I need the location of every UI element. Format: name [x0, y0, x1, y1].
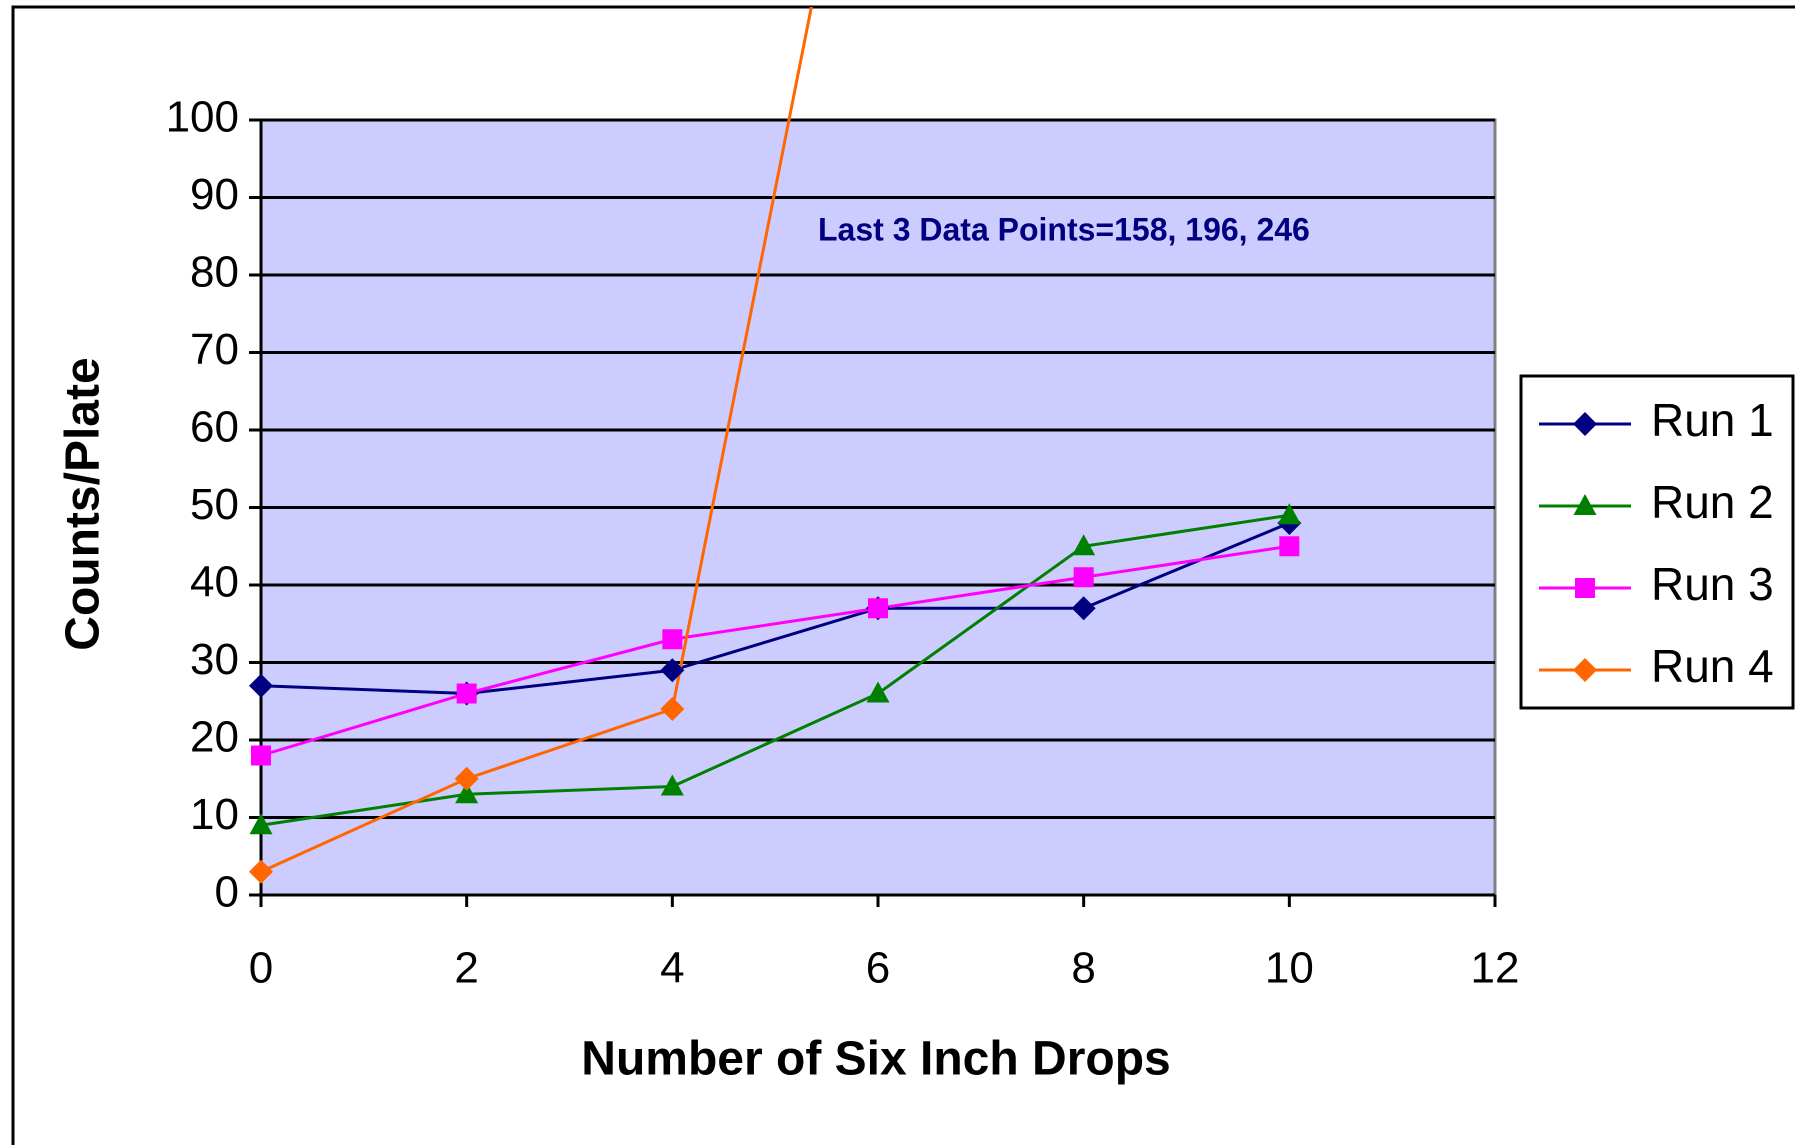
annotation: Last 3 Data Points=158, 196, 246	[818, 211, 1310, 247]
marker	[1073, 567, 1094, 588]
marker	[660, 774, 684, 796]
series-line	[260, 544, 1290, 757]
marker	[1573, 658, 1597, 682]
y-tick-label: 70	[190, 325, 239, 374]
marker	[1072, 534, 1096, 556]
x-tick-label: 10	[1265, 944, 1314, 993]
y-tick-label: 40	[190, 558, 239, 607]
y-axis-title: Counts/Plate	[57, 357, 110, 650]
y-tick-label: 100	[166, 93, 239, 142]
y-tick-label: 20	[190, 713, 239, 762]
marker	[251, 745, 271, 766]
marker	[660, 658, 685, 683]
legend-label: Run 3	[1651, 558, 1774, 610]
x-tick-label: 8	[1071, 944, 1095, 993]
legend-label: Run 1	[1651, 394, 1774, 446]
x-tick-label: 12	[1471, 944, 1520, 993]
y-tick-label: 80	[190, 248, 239, 297]
marker	[660, 697, 685, 721]
marker	[249, 673, 273, 698]
marker	[1573, 412, 1597, 436]
marker	[455, 782, 479, 804]
marker	[1575, 578, 1595, 598]
marker	[249, 859, 273, 884]
legend-label: Run 2	[1651, 476, 1774, 528]
y-tick-label: 90	[190, 170, 239, 219]
series-layer	[249, 7, 1302, 884]
y-tick-label: 0	[215, 868, 239, 917]
marker	[1071, 596, 1096, 621]
y-tick-label: 10	[190, 790, 239, 839]
y-tick-label: 50	[190, 480, 239, 529]
y-tick-label: 60	[190, 403, 239, 452]
marker	[1573, 494, 1597, 515]
marker	[662, 629, 683, 650]
y-tick-label: 30	[190, 635, 239, 684]
marker	[866, 681, 890, 703]
marker	[249, 813, 273, 835]
series-line	[260, 7, 813, 874]
series-line	[260, 521, 1290, 696]
marker	[1277, 503, 1301, 525]
x-tick-label: 4	[660, 944, 684, 993]
marker	[1279, 536, 1300, 557]
marker	[868, 598, 888, 619]
x-axis-title: Number of Six Inch Drops	[581, 1033, 1170, 1086]
x-tick-label: 0	[249, 944, 273, 993]
x-tick-label: 2	[454, 944, 478, 993]
series-line	[260, 513, 1290, 827]
marker	[454, 766, 479, 791]
legend-box	[1519, 374, 1795, 710]
x-tick-label: 6	[866, 944, 890, 993]
legend-label: Run 4	[1651, 640, 1774, 692]
marker	[456, 683, 477, 704]
